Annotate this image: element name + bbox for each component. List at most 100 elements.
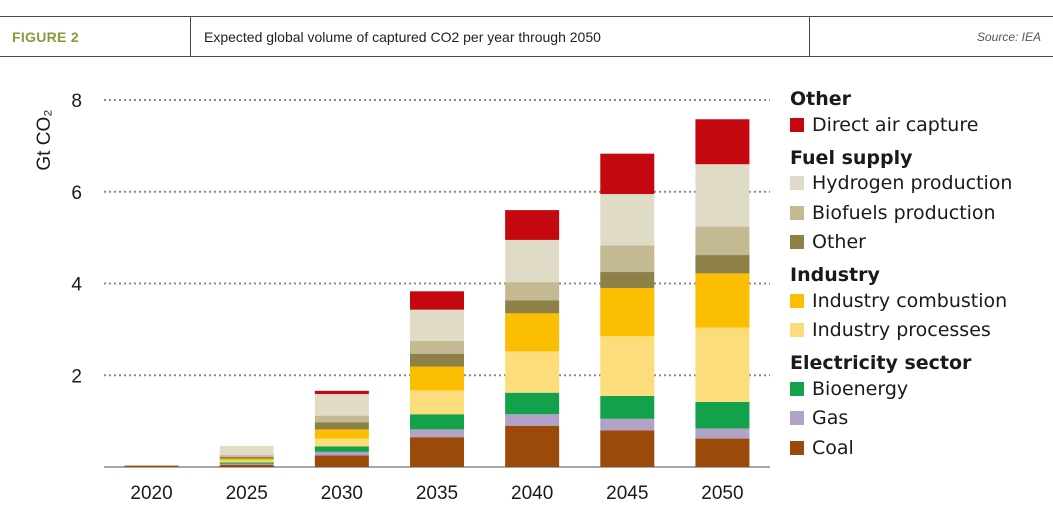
legend-label: Bioenergy bbox=[812, 377, 909, 400]
legend-swatch bbox=[790, 323, 804, 338]
bar-segment bbox=[410, 366, 464, 391]
legend-group-title: Electricity sector bbox=[790, 352, 972, 374]
figure-source: Source: IEA bbox=[976, 30, 1041, 44]
legend-label: Coal bbox=[812, 436, 854, 459]
bar-segment bbox=[505, 300, 560, 314]
x-tick-label: 2030 bbox=[321, 483, 363, 504]
legend-label: Hydrogen production bbox=[812, 172, 1013, 195]
bar-segment bbox=[505, 282, 560, 301]
bar-segment bbox=[695, 119, 750, 165]
bar-segment bbox=[600, 153, 655, 195]
legend-item: Coal bbox=[790, 433, 1012, 463]
bar-segment bbox=[219, 445, 274, 456]
bar-segment bbox=[505, 414, 560, 426]
legend-swatch bbox=[790, 293, 804, 308]
legend-label: Direct air capture bbox=[812, 113, 979, 136]
bar-segment bbox=[410, 309, 464, 341]
bar-segment bbox=[695, 428, 750, 439]
bar-segment bbox=[410, 414, 464, 430]
bar-segment bbox=[219, 460, 274, 463]
legend-group-title: Industry bbox=[790, 264, 880, 286]
x-tick-label: 2035 bbox=[416, 483, 458, 504]
bar-segment bbox=[600, 245, 655, 273]
header-divider bbox=[190, 17, 191, 56]
gridlines bbox=[104, 99, 770, 468]
figure-header: FIGURE 2 Expected global volume of captu… bbox=[0, 16, 1053, 57]
legend-label: Gas bbox=[812, 407, 849, 430]
bar-segment bbox=[410, 340, 464, 354]
legend-label: Industry processes bbox=[812, 319, 991, 342]
legend-group-title: Other bbox=[790, 88, 852, 110]
bar-segment bbox=[695, 226, 750, 256]
legend-swatch bbox=[790, 411, 804, 426]
bar-segment bbox=[219, 456, 274, 459]
bar-segment bbox=[314, 446, 369, 452]
bar-segment bbox=[410, 437, 464, 467]
bar-segment bbox=[219, 455, 274, 457]
y-tick-label: 2 bbox=[71, 366, 82, 387]
bar-segment bbox=[505, 351, 560, 393]
legend-label: Other bbox=[812, 231, 866, 254]
bar-segment bbox=[314, 422, 369, 430]
bar-segment bbox=[600, 194, 655, 246]
bar-segment bbox=[695, 164, 750, 227]
bar-segment bbox=[219, 464, 274, 467]
bar-segment bbox=[600, 418, 655, 431]
bar-segment bbox=[600, 272, 655, 289]
bar-segment bbox=[505, 425, 560, 467]
bar-segment bbox=[410, 390, 464, 415]
legend-swatch bbox=[790, 117, 804, 132]
bar-segment bbox=[410, 429, 464, 438]
x-tick-label: 2025 bbox=[226, 483, 268, 504]
bar-segment bbox=[124, 465, 179, 467]
bar-segment bbox=[600, 395, 655, 419]
legend-item: Industry combustion bbox=[790, 286, 1012, 316]
bar-segment bbox=[505, 313, 560, 352]
legend-label: Biofuels production bbox=[812, 201, 996, 224]
bar-segment bbox=[314, 455, 369, 467]
figure-label: FIGURE 2 bbox=[12, 29, 79, 45]
y-tick-label: 6 bbox=[71, 183, 82, 204]
bar-segment bbox=[695, 401, 750, 429]
bar-segment bbox=[314, 415, 369, 423]
legend-group-title: Fuel supply bbox=[790, 146, 913, 169]
legend-item: Biofuels production bbox=[790, 198, 1012, 228]
bar-segment bbox=[314, 394, 369, 416]
x-tick-label: 2050 bbox=[701, 483, 743, 504]
y-axis-label: Gt CO₂ bbox=[34, 109, 55, 170]
legend-item: Hydrogen production bbox=[790, 169, 1012, 199]
legend-swatch bbox=[790, 381, 804, 396]
x-tick-label: 2045 bbox=[606, 483, 648, 504]
bar-segment bbox=[695, 438, 750, 467]
bar-segment bbox=[219, 458, 274, 461]
bar-segment bbox=[695, 327, 750, 402]
legend-swatch bbox=[790, 440, 804, 455]
bar-segment bbox=[505, 239, 560, 283]
y-tick-label: 8 bbox=[71, 91, 82, 112]
figure-title: Expected global volume of captured CO2 p… bbox=[204, 29, 601, 45]
bar-segment bbox=[600, 288, 655, 337]
legend-item: Gas bbox=[790, 404, 1012, 434]
bar-segment bbox=[219, 463, 274, 465]
stacked-bar-chart: 2 4 6 8 2020 2025 2030 2035 2040 2045 2050 Gt CO₂ bbox=[34, 91, 770, 504]
x-axis-ticks: 2020 2025 2030 2035 2040 2045 2050 bbox=[130, 483, 743, 504]
bar-segment bbox=[219, 462, 274, 464]
legend-label: Industry combustion bbox=[812, 289, 1008, 312]
legend-item: Bioenergy bbox=[790, 374, 1012, 404]
bar-stacks bbox=[124, 119, 750, 467]
y-axis-ticks: 2 4 6 8 bbox=[71, 91, 82, 387]
bar-segment bbox=[505, 392, 560, 415]
bar-segment bbox=[410, 353, 464, 367]
bar-segment bbox=[505, 210, 560, 240]
bar-segment bbox=[600, 336, 655, 396]
bar-segment bbox=[314, 438, 369, 447]
legend-item: Other bbox=[790, 228, 1012, 258]
x-tick-label: 2020 bbox=[130, 483, 172, 504]
legend-swatch bbox=[790, 205, 804, 220]
legend-swatch bbox=[790, 235, 804, 250]
y-tick-label: 4 bbox=[71, 275, 82, 296]
bar-segment bbox=[314, 429, 369, 439]
chart-legend: Other Direct air capture Fuel supply Hydrog… bbox=[790, 88, 1012, 463]
legend-item: Direct air capture bbox=[790, 110, 1012, 140]
bar-segment bbox=[410, 291, 464, 310]
